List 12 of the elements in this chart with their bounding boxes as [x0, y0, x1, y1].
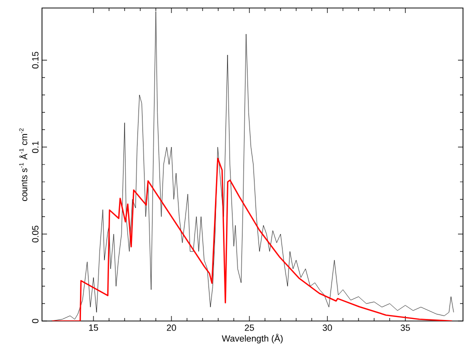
x-tick-label: 15 [89, 324, 98, 331]
y-tick-label: 0.1 [32, 141, 38, 153]
y-tick-label: 0.05 [32, 226, 38, 242]
x-tick-label: 20 [166, 324, 176, 331]
y-tick-label: 0.15 [32, 52, 38, 69]
y-axis-title: counts s$^{-1}$ Å$^{-1}$ cm$^{-2}$ [19, 128, 28, 201]
line-series [51, 158, 453, 321]
x-tick-label: 30 [322, 324, 332, 331]
x-tick-label: 35 [400, 324, 410, 331]
x-tick-label: 25 [244, 324, 254, 331]
y-tick-label: 0 [32, 318, 38, 324]
x-axis-title: Wavelength (Å) [222, 334, 283, 344]
